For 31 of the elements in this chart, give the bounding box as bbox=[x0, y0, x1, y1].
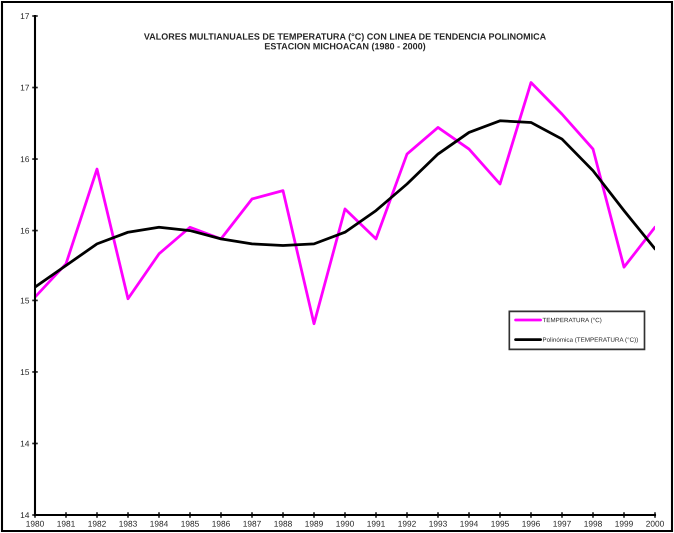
x-tick-label: 1984 bbox=[150, 520, 168, 527]
x-tick-label: 1986 bbox=[212, 520, 230, 527]
x-tick-label: 1994 bbox=[460, 520, 478, 527]
y-tick-label: 15 bbox=[20, 298, 30, 304]
y-tick-label: 16 bbox=[20, 156, 30, 162]
x-tick-label: 1993 bbox=[429, 520, 447, 527]
y-tick-label: 14 bbox=[20, 512, 30, 518]
x-tick-label: 1995 bbox=[491, 520, 509, 527]
x-tick-label: 1990 bbox=[336, 520, 354, 527]
y-tick-label: 15 bbox=[20, 369, 30, 376]
x-tick-label: 1996 bbox=[522, 520, 540, 527]
x-tick-label: 1981 bbox=[57, 520, 75, 527]
y-tick-label: 17 bbox=[20, 13, 30, 20]
x-tick-label: 1991 bbox=[367, 520, 385, 527]
y-tick-label: 14 bbox=[20, 440, 30, 446]
x-tick-label: 1997 bbox=[553, 520, 571, 527]
x-tick-label: 1992 bbox=[398, 520, 416, 527]
x-tick-label: 1982 bbox=[88, 520, 106, 527]
x-tick-label: 1987 bbox=[243, 520, 261, 527]
x-tick-label: 1989 bbox=[305, 520, 323, 527]
text: VALORES MULTIANUALES DE TEMPERATURA (°C) CON LINEA DE TENDENCIA POLINOMICA ESTACION MICHOACAN (1980 - 2000) bbox=[144, 33, 546, 52]
x-tick-label: 1988 bbox=[274, 520, 292, 527]
x-tick-label: 1983 bbox=[119, 520, 137, 527]
line-series bbox=[35, 81, 655, 326]
x-tick-label: 1980 bbox=[26, 520, 44, 527]
x-tick-label: 2000 bbox=[646, 520, 664, 527]
x-tick-label: 1985 bbox=[181, 520, 199, 527]
y-tick-label: 16 bbox=[20, 228, 30, 234]
x-tick-label: 1999 bbox=[615, 520, 633, 527]
y-tick-label: 17 bbox=[20, 84, 30, 91]
x-tick-label: 1998 bbox=[584, 520, 602, 527]
